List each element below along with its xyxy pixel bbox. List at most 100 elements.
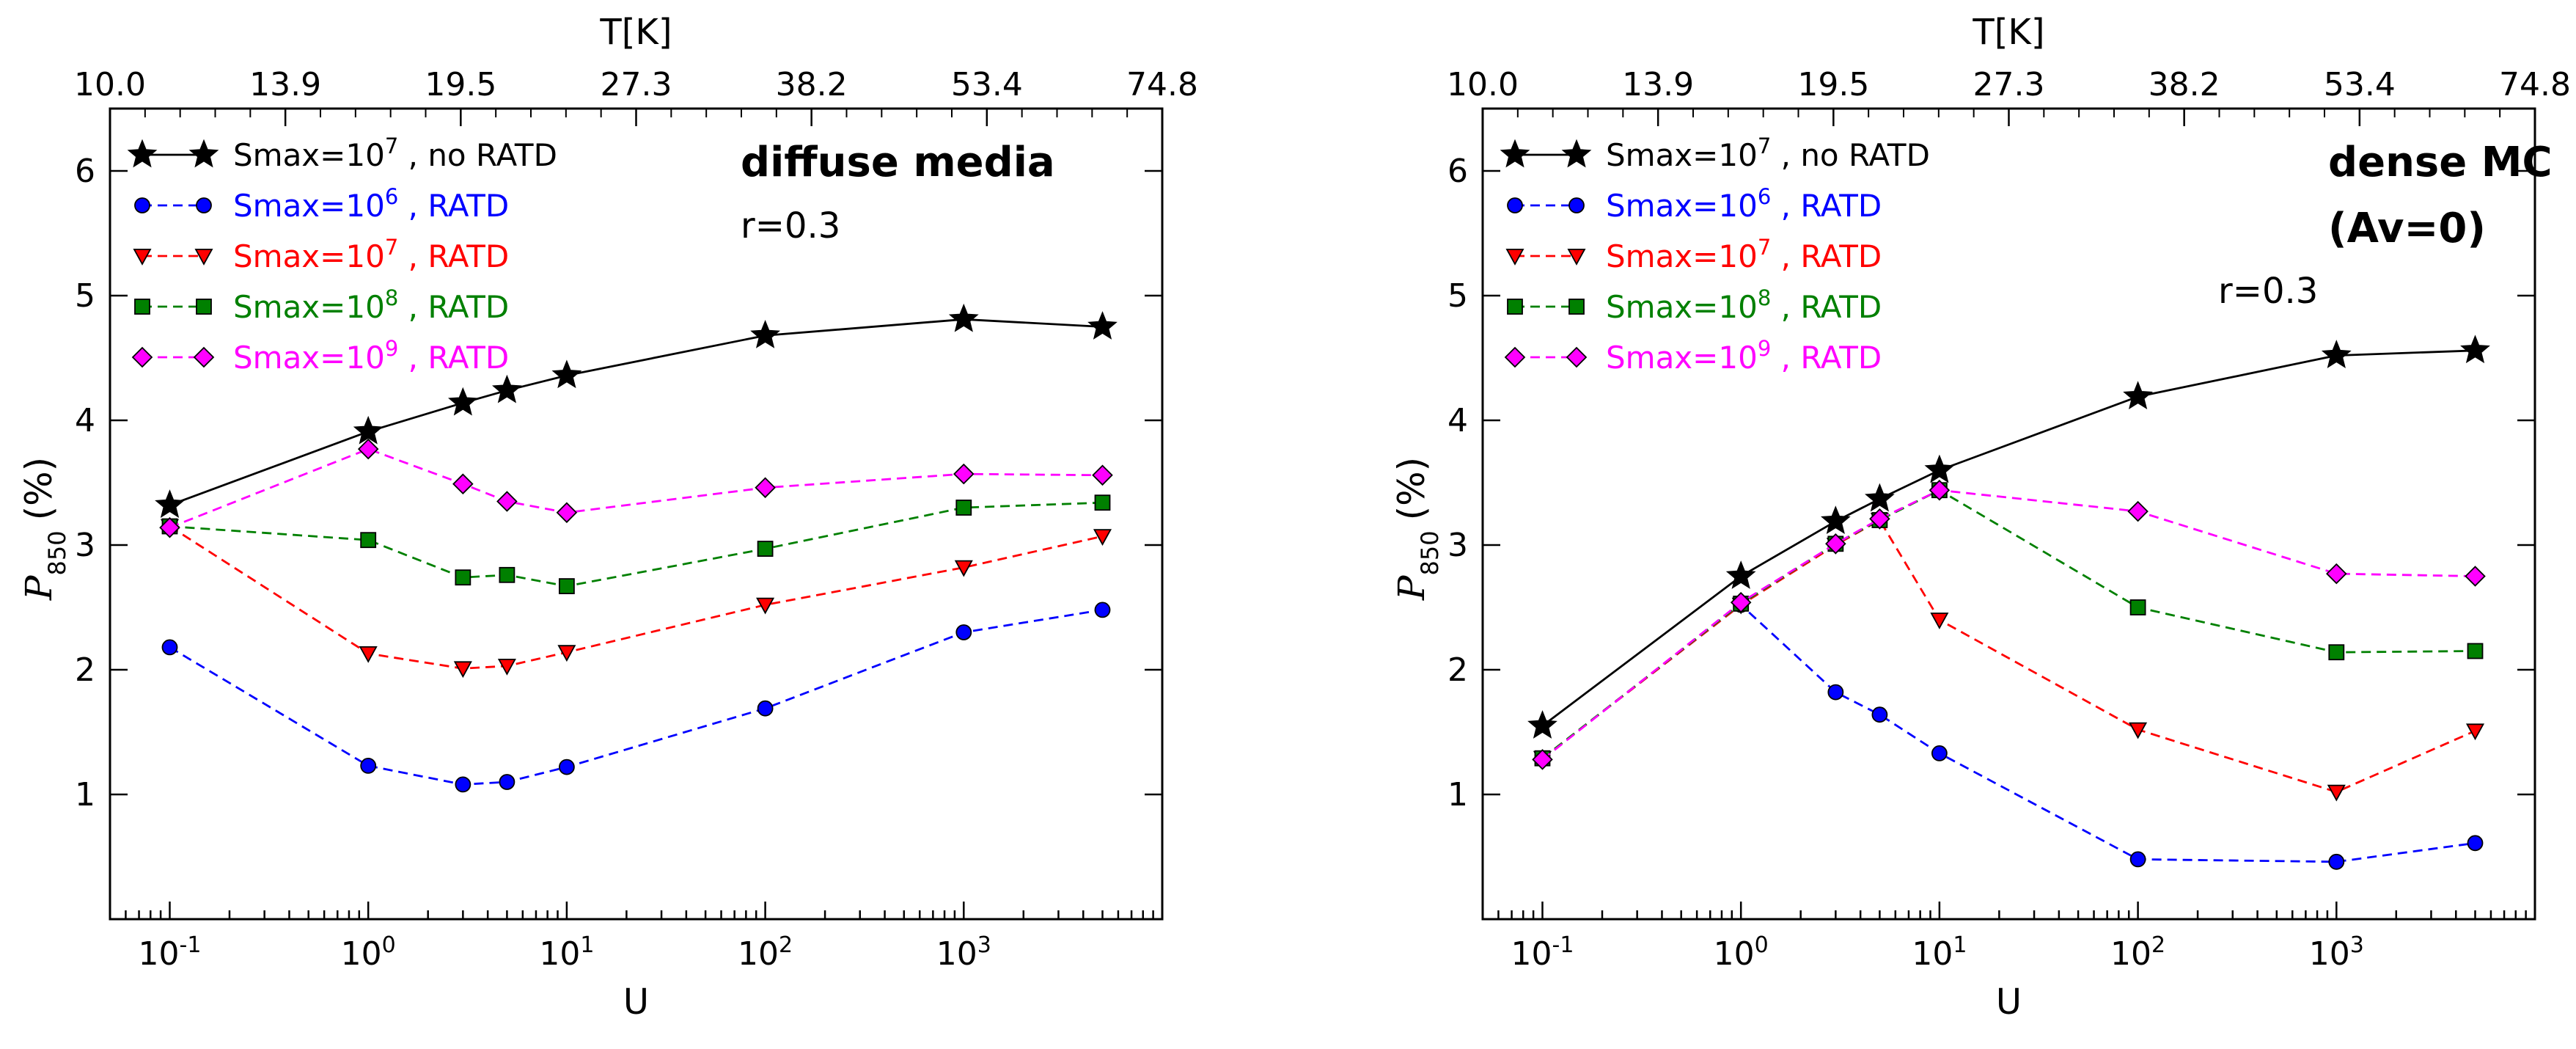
y-axis-symbol: P <box>1390 574 1433 601</box>
y-axis-subscript: 850 <box>43 530 71 575</box>
legend-marker <box>1507 197 1523 213</box>
legend-label-exp: 8 <box>1758 285 1771 310</box>
data-point <box>2327 784 2346 802</box>
data-point <box>1924 454 1955 483</box>
legend-label: Smax=106 , RATD <box>233 184 509 224</box>
annotation: r=0.3 <box>741 205 840 246</box>
series-circle <box>161 602 1111 793</box>
y-tick-label: 4 <box>75 402 95 439</box>
legend-label: Smax=109 , RATD <box>233 336 509 376</box>
data-point <box>159 516 180 538</box>
legend-label: Smax=107 , no RATD <box>233 134 557 173</box>
legend-label-tail: , RATD <box>398 340 509 376</box>
top-axis-label: T[K] <box>1972 12 2044 53</box>
x-tick-label-base: 10 <box>2309 935 2350 973</box>
series-triangle-down <box>160 519 1112 679</box>
data-point <box>558 578 575 594</box>
legend-label-exp: 6 <box>1758 184 1771 209</box>
legend-marker <box>1500 139 1530 168</box>
plot-frame <box>109 107 1164 921</box>
data-point <box>452 473 474 494</box>
top-tick-label: 13.9 <box>249 66 321 103</box>
data-point <box>2129 599 2146 615</box>
legend-marker <box>1568 197 1585 213</box>
top-tick-label: 10.0 <box>1447 66 1519 103</box>
y-axis-label: P850 (%) <box>1390 457 1444 601</box>
data-point <box>556 502 578 524</box>
series-line <box>169 318 1103 506</box>
data-point <box>558 759 575 775</box>
x-tick-label-base: 10 <box>1714 935 1755 973</box>
top-axis-label: T[K] <box>599 12 672 53</box>
data-point <box>2467 643 2484 659</box>
legend-marker <box>127 139 158 168</box>
y-tick-label: 5 <box>75 277 95 315</box>
y-axis-subscript: 850 <box>1416 530 1444 575</box>
data-point <box>953 463 975 485</box>
data-point <box>2467 835 2484 852</box>
data-point <box>757 700 774 717</box>
data-point <box>2129 722 2148 739</box>
series-line <box>169 525 1103 670</box>
data-point <box>2328 644 2345 661</box>
data-point <box>357 438 379 460</box>
data-point <box>948 303 979 332</box>
series-line <box>1541 519 2476 794</box>
data-point <box>1725 560 1756 589</box>
x-tick-label-base: 10 <box>341 935 382 973</box>
data-point <box>2123 381 2153 410</box>
y-tick-label: 5 <box>1447 277 1468 315</box>
x-tick-label: 100 <box>341 932 396 973</box>
legend-label-base: Smax=10 <box>1606 340 1758 376</box>
x-tick-label-base: 10 <box>539 935 580 973</box>
data-point <box>1821 505 1851 535</box>
series-diamond <box>159 438 1113 538</box>
series-line <box>1541 603 2476 863</box>
series-line <box>1541 489 2476 761</box>
legend-label-exp: 9 <box>385 336 398 361</box>
top-tick-label: 74.8 <box>1126 66 1198 103</box>
legend-marker <box>196 299 212 315</box>
x-tick-label: 101 <box>1912 932 1967 973</box>
legend-label-exp: 7 <box>385 134 398 158</box>
top-tick-label: 27.3 <box>1973 66 2045 103</box>
data-point <box>955 624 972 640</box>
y-tick-label: 1 <box>75 776 95 814</box>
x-tick-label: 10-1 <box>139 932 202 973</box>
legend-label-tail: , RATD <box>398 188 509 224</box>
series-circle <box>1534 596 2484 870</box>
legend-label-tail: , RATD <box>398 238 509 274</box>
series-star <box>155 303 1118 518</box>
legend-label-base: Smax=10 <box>1606 188 1758 224</box>
data-point <box>2129 851 2146 868</box>
data-point <box>1093 529 1112 546</box>
data-point <box>1929 479 1951 501</box>
data-point <box>455 569 471 586</box>
data-point <box>756 597 775 615</box>
data-point <box>1527 710 1557 739</box>
legend-marker <box>1507 299 1523 315</box>
legend-marker <box>196 197 212 213</box>
data-point <box>557 645 576 662</box>
data-point <box>455 776 471 793</box>
data-point <box>755 477 776 499</box>
data-point <box>1827 684 1844 701</box>
legend-label: Smax=109 , RATD <box>1606 336 1882 376</box>
data-point <box>551 359 582 389</box>
legend-label-exp: 7 <box>1758 235 1771 260</box>
x-tick-label: 100 <box>1714 932 1769 973</box>
x-tick-label-exp: 2 <box>779 932 793 958</box>
legend-marker <box>193 346 215 368</box>
legend-marker <box>194 249 213 266</box>
data-point <box>1087 311 1118 340</box>
y-tick-label: 3 <box>75 527 95 564</box>
legend-label-exp: 6 <box>385 184 398 209</box>
x-tick-label-exp: -1 <box>1552 932 1574 958</box>
data-point <box>499 566 515 583</box>
legend-marker <box>188 139 219 168</box>
legend-marker <box>1561 139 1592 168</box>
x-tick-label-exp: 2 <box>2151 932 2165 958</box>
legend-label-tail: , RATD <box>1771 238 1882 274</box>
